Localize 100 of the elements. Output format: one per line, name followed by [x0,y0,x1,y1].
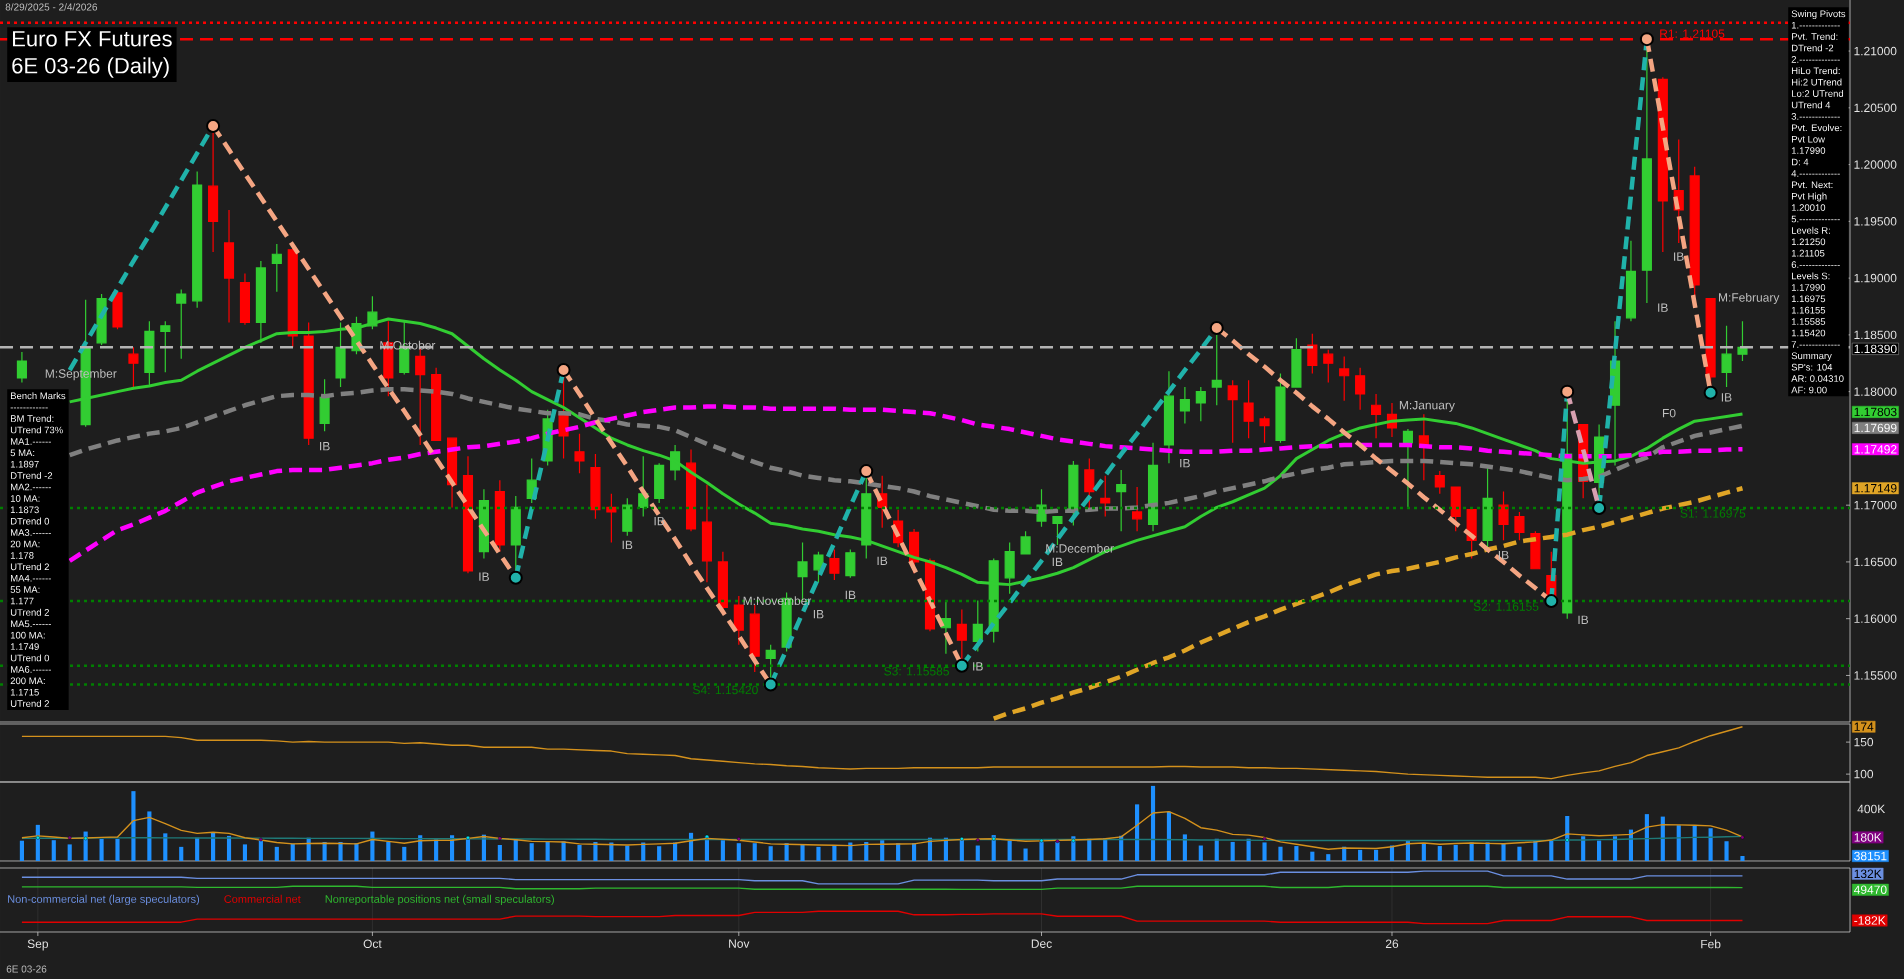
bar [274,846,279,861]
annotation: IB [654,516,665,526]
candlestick [1132,486,1143,532]
candlestick [1514,511,1525,541]
point [1560,384,1575,399]
annotation: 20 MA: [10,540,40,548]
bar [1453,844,1458,861]
y-tick-label: 1.20500 [1854,103,1897,113]
bar [354,843,359,861]
y-tick-label: 1.19000 [1854,273,1897,283]
annotation: ------------ [10,407,48,409]
bar [577,844,582,861]
candlestick [1275,372,1286,444]
text: 3.------------- [1791,113,1840,120]
annotation: MA1.------ [11,438,51,445]
candlestick [1020,530,1031,555]
ref-line-label: S4: 1.15420 [693,685,758,695]
x-tick-label: Nov [729,939,750,948]
text: Pvt. Evolve: [1791,124,1842,132]
text: 6.------------- [1791,261,1840,268]
bar [1326,854,1331,861]
bar [545,841,550,861]
bar [99,838,104,861]
text: 1.16975 [1791,295,1826,303]
text: SP's: 104 [1791,363,1833,371]
annotation: 8/29/2025 - 2/4/2026 [5,3,98,11]
bar [290,843,295,861]
annotation: 1.1897 [10,460,39,468]
point [954,658,969,673]
bar [768,846,773,861]
annotation: IB [1052,557,1063,566]
series-label: Commercial net [224,894,301,903]
annotation: UTrend 2 [10,608,49,616]
annotation: IB [1658,303,1668,312]
annotation: MA6.------ [11,666,51,673]
annotation: 1.1749 [10,643,39,650]
x-tick-label: Sep [27,939,49,951]
bar [131,791,136,861]
candlestick [813,551,824,583]
bar [163,833,168,861]
bar [1644,814,1649,861]
y-tick-label: 1.16000 [1854,614,1897,623]
candlestick [701,484,713,583]
text: 1.15420 [1791,329,1826,337]
annotation: BM Trend: [11,414,54,422]
annotation: IB [1180,459,1190,468]
text: 1.17990 [1791,147,1826,154]
candlestick [1243,379,1254,439]
text: Pvt Low [1791,135,1826,143]
text: 1.17990 [1791,284,1826,291]
series-label: Non-commercial net (large speculators) [8,894,200,906]
annotation: DTrend 0 [11,517,50,525]
point [1639,32,1654,47]
annotation: MA4.------ [11,574,51,582]
bar [51,840,56,861]
bar [322,841,327,861]
candlestick [1052,515,1063,546]
candlestick [829,548,840,581]
y-tick-label: 1.19500 [1854,217,1897,226]
bar [1055,841,1060,861]
candlestick [303,321,314,446]
bar [179,846,184,861]
candlestick [1355,367,1366,411]
candlestick [1339,355,1350,402]
y-tick-label: 1.18000 [1854,387,1897,396]
bar [800,844,805,861]
text: 1.17803 [1854,407,1897,417]
text: 7.------------- [1791,341,1840,348]
bar [513,838,518,861]
x-tick-label: Feb [1701,939,1721,949]
bar [195,837,200,861]
y-tick-label: 1.20000 [1854,160,1897,169]
point [556,363,571,378]
bar [1182,834,1187,861]
text: 5.------------- [1791,215,1840,223]
bar [386,841,391,861]
candlestick [574,433,585,474]
annotation: 10 MA: [10,495,40,502]
annotation: IB [1578,615,1589,624]
bar [816,846,821,861]
bar [561,841,566,861]
candlestick [590,453,601,520]
bar [1007,840,1012,861]
candlestick [1323,349,1334,384]
candlestick [1291,337,1302,388]
candlestick [733,595,744,646]
candlestick [845,548,856,579]
bar [1660,816,1665,861]
annotation: IB [877,556,888,565]
annotation: 200 MA: [10,677,45,685]
candlestick [1498,490,1509,541]
annotation: 5 MA: [10,449,35,457]
bar [67,844,72,861]
bar [784,843,789,861]
bar [752,843,757,861]
bar [1517,846,1522,861]
candlestick [1147,442,1159,532]
text: Pvt. Trend: [1791,32,1838,40]
text: UTrend 4 [1791,101,1831,109]
annotation: IB [1721,393,1732,402]
